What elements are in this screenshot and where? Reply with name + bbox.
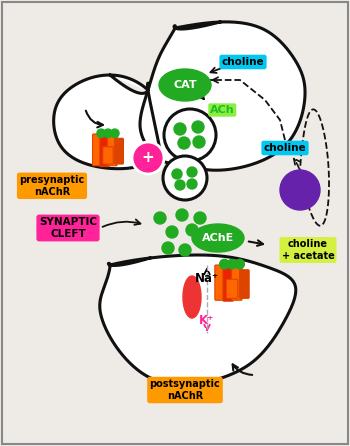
Text: Na⁺: Na⁺: [195, 272, 219, 285]
Ellipse shape: [192, 224, 244, 252]
Circle shape: [97, 129, 105, 137]
FancyBboxPatch shape: [223, 263, 233, 301]
Circle shape: [220, 260, 229, 269]
Text: K⁺: K⁺: [199, 314, 215, 326]
Circle shape: [187, 167, 197, 177]
Text: presynaptic
nAChR: presynaptic nAChR: [19, 175, 85, 197]
Text: CAT: CAT: [173, 80, 197, 90]
Circle shape: [179, 244, 191, 256]
Circle shape: [164, 109, 216, 161]
Circle shape: [175, 180, 185, 190]
Ellipse shape: [183, 276, 201, 318]
FancyBboxPatch shape: [215, 265, 226, 300]
Circle shape: [132, 142, 164, 174]
FancyBboxPatch shape: [100, 132, 110, 167]
Circle shape: [162, 242, 174, 254]
Polygon shape: [54, 75, 161, 169]
Text: +: +: [142, 150, 154, 165]
FancyBboxPatch shape: [239, 270, 249, 298]
Circle shape: [227, 260, 237, 269]
Circle shape: [193, 136, 205, 148]
Circle shape: [172, 169, 182, 179]
Circle shape: [104, 129, 112, 137]
Text: ACh: ACh: [210, 105, 235, 115]
Circle shape: [194, 212, 206, 224]
Circle shape: [174, 123, 186, 135]
Circle shape: [154, 212, 166, 224]
FancyBboxPatch shape: [231, 265, 242, 300]
Circle shape: [235, 260, 244, 269]
Circle shape: [186, 224, 198, 236]
Text: choline: choline: [264, 143, 306, 153]
Text: choline: choline: [222, 57, 264, 67]
Circle shape: [192, 121, 204, 133]
Circle shape: [176, 209, 188, 221]
Circle shape: [111, 129, 119, 137]
Polygon shape: [140, 22, 305, 170]
FancyBboxPatch shape: [115, 138, 124, 164]
Circle shape: [163, 156, 207, 200]
Polygon shape: [100, 255, 296, 385]
FancyBboxPatch shape: [107, 134, 117, 166]
FancyBboxPatch shape: [226, 279, 238, 298]
FancyBboxPatch shape: [103, 147, 113, 164]
Ellipse shape: [159, 69, 211, 101]
Text: postsynaptic
nAChR: postsynaptic nAChR: [150, 379, 220, 401]
Circle shape: [187, 179, 197, 189]
Text: SYNAPTIC
CLEFT: SYNAPTIC CLEFT: [39, 217, 97, 239]
FancyBboxPatch shape: [92, 134, 103, 166]
Circle shape: [178, 137, 190, 149]
Text: choline
+ acetate: choline + acetate: [282, 239, 334, 261]
Text: AChE: AChE: [202, 233, 234, 243]
Circle shape: [166, 226, 178, 238]
Circle shape: [280, 170, 320, 210]
